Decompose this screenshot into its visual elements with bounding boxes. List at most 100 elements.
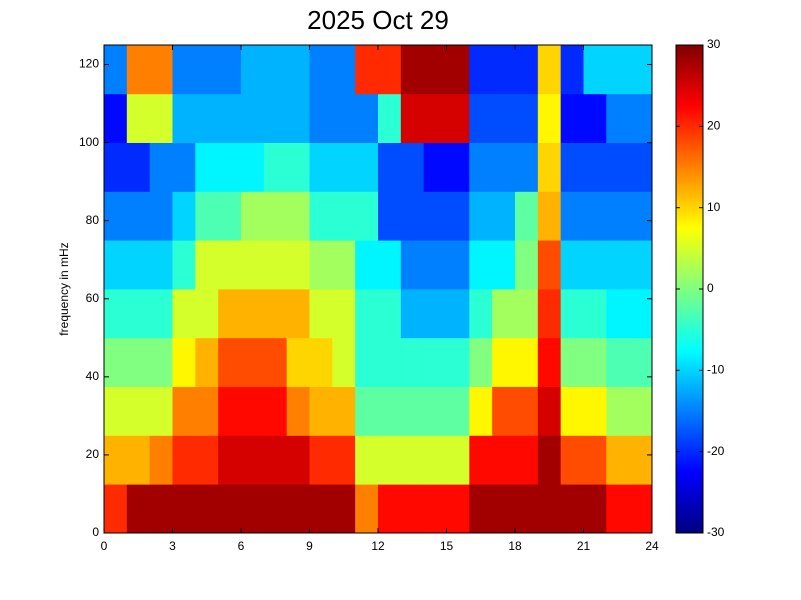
- heatmap-cell: [286, 289, 310, 339]
- heatmap-cell: [195, 484, 219, 534]
- heatmap-cell: [263, 93, 288, 143]
- heatmap-cell: [286, 191, 310, 241]
- heatmap-cell: [446, 289, 470, 339]
- heatmap-cell: [400, 240, 425, 290]
- heatmap-cell: [492, 386, 516, 436]
- heatmap-cell: [378, 191, 402, 241]
- heatmap-cell: [629, 93, 653, 143]
- heatmap-cell: [606, 240, 630, 290]
- x-tick-label: 15: [440, 539, 454, 553]
- y-tick-label: 60: [86, 291, 100, 305]
- heatmap-cell: [400, 337, 425, 387]
- heatmap-cell: [104, 93, 128, 143]
- heatmap-cell: [332, 484, 356, 534]
- heatmap-cell: [309, 93, 333, 143]
- heatmap-cell: [629, 45, 653, 95]
- heatmap-cell: [606, 435, 630, 485]
- x-tick-label: 24: [645, 539, 659, 553]
- heatmap-cell: [332, 45, 356, 95]
- heatmap-cell: [629, 289, 653, 339]
- heatmap-cell: [286, 484, 310, 534]
- heatmap-cell: [172, 289, 196, 339]
- heatmap-cell: [332, 337, 356, 387]
- heatmap-cell: [126, 45, 151, 95]
- heatmap-cell: [492, 484, 516, 534]
- heatmap-cell: [378, 337, 402, 387]
- heatmap-cell: [629, 435, 653, 485]
- heatmap-cell: [355, 191, 379, 241]
- heatmap-cell: [537, 191, 562, 241]
- heatmap-cell: [446, 435, 470, 485]
- heatmap-cell: [400, 484, 425, 534]
- y-tick-label: 20: [86, 447, 100, 461]
- heatmap-cell: [355, 240, 379, 290]
- heatmap-cell: [606, 337, 630, 387]
- heatmap-cell: [423, 45, 447, 95]
- heatmap-cell: [423, 484, 447, 534]
- heatmap-cell: [195, 289, 219, 339]
- heatmap-cell: [309, 142, 333, 192]
- heatmap-cell: [629, 240, 653, 290]
- heatmap-cell: [355, 386, 379, 436]
- heatmap-cell: [126, 240, 151, 290]
- heatmap-cell: [195, 191, 219, 241]
- heatmap-cell: [218, 191, 242, 241]
- heatmap-cell: [537, 289, 562, 339]
- heatmap-cell: [104, 435, 128, 485]
- heatmap-cell: [241, 289, 265, 339]
- heatmap-cell: [400, 45, 425, 95]
- heatmap-cell: [218, 435, 242, 485]
- heatmap-cell: [492, 191, 516, 241]
- heatmap-cell: [469, 142, 493, 192]
- heatmap-cell: [241, 484, 265, 534]
- heatmap-cell: [355, 435, 379, 485]
- heatmap-cell: [355, 45, 379, 95]
- heatmap-cell: [629, 337, 653, 387]
- heatmap-cell: [446, 484, 470, 534]
- heatmap-cell: [241, 45, 265, 95]
- heatmap-cell: [515, 435, 539, 485]
- heatmap-cell: [104, 337, 128, 387]
- heatmap-cell: [126, 435, 151, 485]
- heatmap-cell: [446, 142, 470, 192]
- heatmap-cell: [400, 142, 425, 192]
- heatmap-cell: [378, 45, 402, 95]
- heatmap-cell: [606, 191, 630, 241]
- heatmap-cell: [218, 289, 242, 339]
- heatmap-cell: [606, 289, 630, 339]
- heatmap-cell: [469, 93, 493, 143]
- heatmap-cell: [149, 240, 173, 290]
- heatmap-cell: [446, 45, 470, 95]
- heatmap-cell: [583, 45, 607, 95]
- heatmap-cell: [355, 289, 379, 339]
- heatmap-cell: [172, 240, 196, 290]
- heatmap-cell: [172, 386, 196, 436]
- heatmap-cell: [378, 142, 402, 192]
- heatmap-cell: [378, 93, 402, 143]
- heatmap-cell: [560, 93, 584, 143]
- heatmap-cell: [606, 93, 630, 143]
- heatmap-cell: [195, 93, 219, 143]
- heatmap-cell: [104, 142, 128, 192]
- heatmap-cell: [469, 191, 493, 241]
- heatmap-cell: [355, 337, 379, 387]
- heatmap-cell: [218, 337, 242, 387]
- heatmap-cell: [583, 337, 607, 387]
- colorbar-tick-label: -10: [707, 363, 725, 377]
- heatmap-cell: [172, 142, 196, 192]
- heatmap-cell: [537, 484, 562, 534]
- heatmap-cell: [469, 435, 493, 485]
- heatmap-cell: [378, 435, 402, 485]
- heatmap-cell: [492, 435, 516, 485]
- heatmap-cell: [560, 386, 584, 436]
- heatmap-cell: [629, 386, 653, 436]
- heatmap-cell: [515, 484, 539, 534]
- heatmap-cell: [583, 484, 607, 534]
- heatmap-cell: [172, 93, 196, 143]
- heatmap-cell: [126, 386, 151, 436]
- heatmap-cell: [172, 435, 196, 485]
- heatmap-cell: [560, 435, 584, 485]
- heatmap-cell: [104, 386, 128, 436]
- heatmap-cell: [332, 142, 356, 192]
